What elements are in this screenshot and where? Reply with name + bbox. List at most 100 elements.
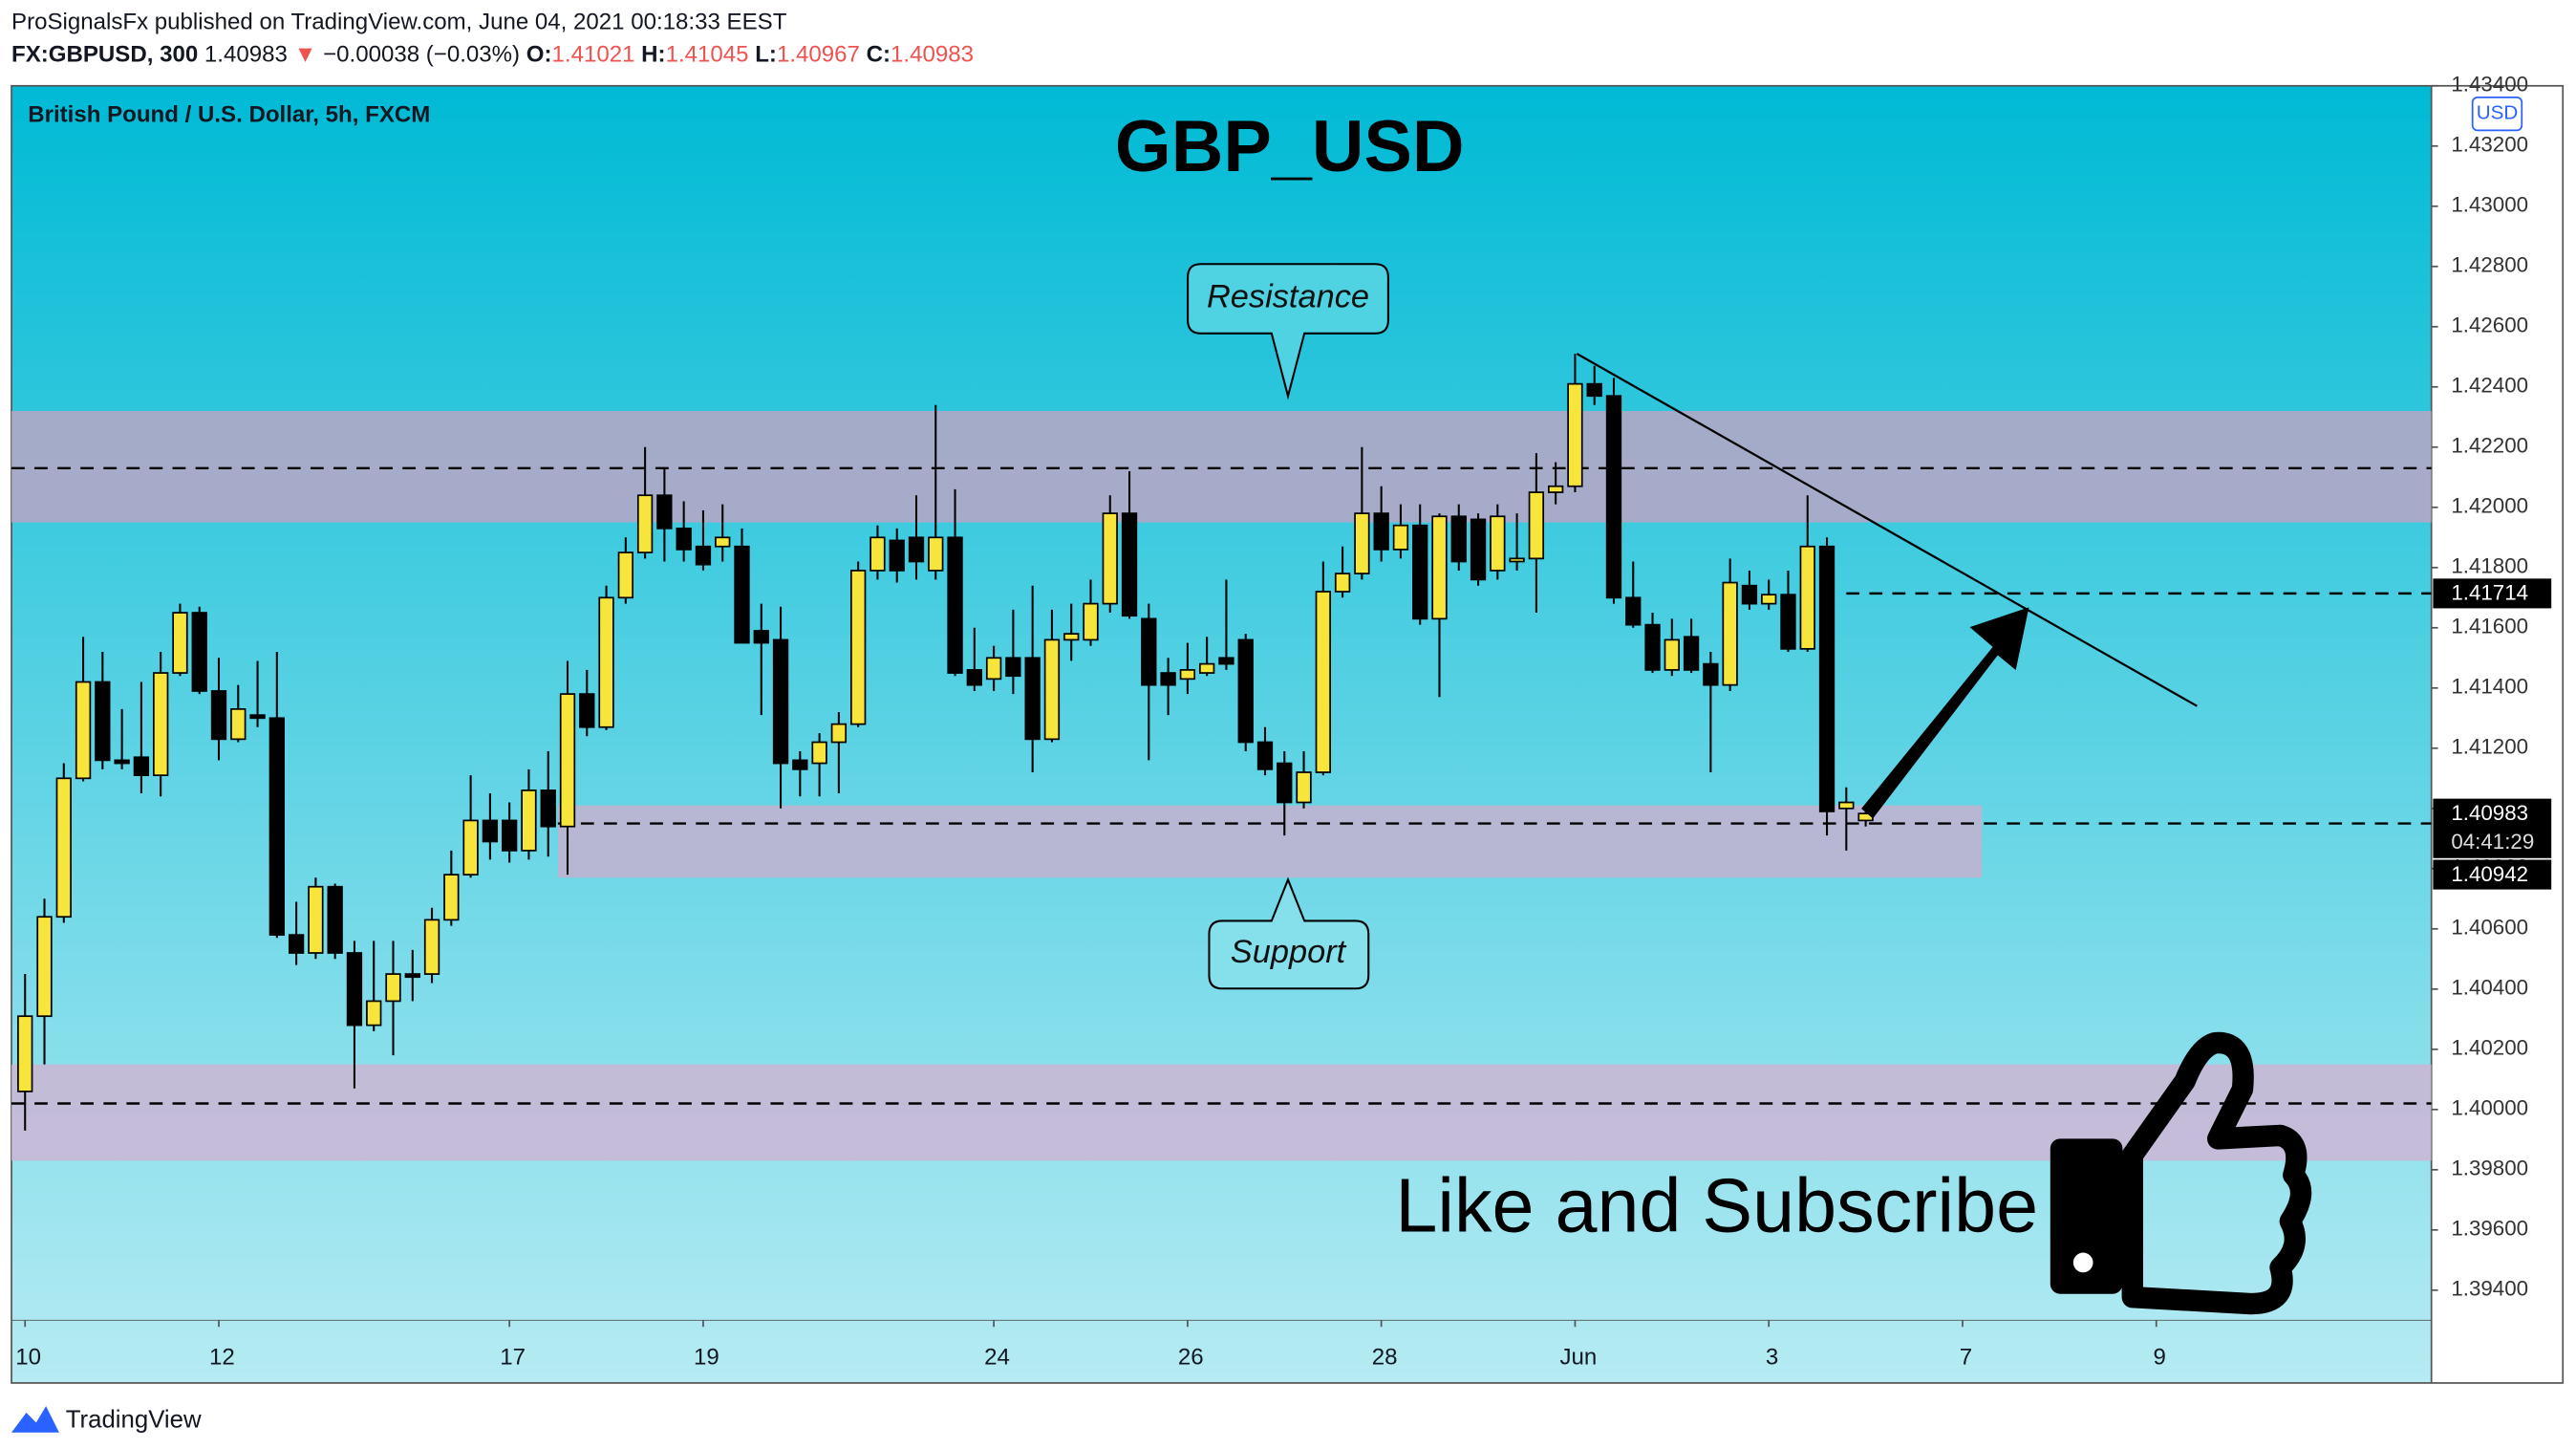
ohlc-line: FX:GBPUSD, 300 1.40983 ▼ −0.00038 (−0.03… bbox=[11, 42, 974, 68]
y-tick-label: 1.42400 bbox=[2451, 374, 2528, 398]
candle-body bbox=[1509, 557, 1525, 563]
candle-body bbox=[889, 539, 905, 572]
candle-body bbox=[1490, 515, 1506, 572]
candle-body bbox=[753, 630, 769, 644]
candle-body bbox=[1160, 672, 1176, 686]
candle-body bbox=[210, 690, 227, 741]
candle-body bbox=[1470, 518, 1487, 581]
y-tick-label: 1.43200 bbox=[2451, 133, 2528, 157]
support-callout bbox=[1208, 876, 1370, 990]
candle-body bbox=[502, 819, 518, 852]
price-label-box bbox=[2433, 798, 2552, 858]
candle-body bbox=[1237, 638, 1254, 744]
candle-body bbox=[327, 885, 343, 954]
cta-text: Like and Subscribe bbox=[1395, 1162, 2038, 1247]
candle-body bbox=[1179, 669, 1196, 681]
y-tick-label: 1.42200 bbox=[2451, 434, 2528, 458]
plot bbox=[11, 353, 2432, 1161]
candle-body bbox=[1644, 623, 1661, 671]
x-tick-label: 26 bbox=[1178, 1344, 1204, 1370]
candle-body bbox=[521, 789, 537, 852]
candle-body bbox=[1703, 662, 1719, 686]
tradingview-brand: TradingView bbox=[66, 1406, 202, 1433]
candle-body bbox=[1838, 801, 1855, 810]
candle-body bbox=[908, 536, 925, 563]
chart-title: GBP_USD bbox=[1115, 106, 1465, 187]
low-value: 1.40967 bbox=[777, 42, 860, 68]
price-label-box bbox=[2433, 859, 2552, 890]
open-label: O: bbox=[526, 42, 552, 68]
candle-body bbox=[423, 919, 440, 975]
candle-body bbox=[1277, 762, 1293, 804]
x-tick-label: 3 bbox=[1766, 1344, 1778, 1370]
open-value: 1.41021 bbox=[552, 42, 635, 68]
change-arrow: ▼ bbox=[294, 42, 317, 68]
y-tick-label: 1.42000 bbox=[2451, 494, 2528, 518]
candle-body bbox=[1043, 638, 1061, 741]
candle-body bbox=[1315, 591, 1331, 773]
candle-body bbox=[133, 756, 150, 777]
y-tick-label: 1.40200 bbox=[2451, 1036, 2528, 1060]
candle-body bbox=[1664, 638, 1680, 671]
candle-body bbox=[288, 934, 305, 954]
axes: 1.39400 1.39600 1.39800 1.40000 1.40200 1.404… bbox=[15, 73, 2552, 1370]
candle-body bbox=[1412, 524, 1428, 620]
candle-body bbox=[1605, 395, 1622, 599]
candle-body bbox=[1354, 512, 1370, 574]
y-tick-label: 1.40000 bbox=[2451, 1096, 2528, 1120]
candle-body bbox=[966, 669, 982, 686]
high-label: H: bbox=[641, 42, 665, 68]
y-tick-label: 1.40600 bbox=[2451, 916, 2528, 940]
candle-body bbox=[1528, 491, 1545, 560]
tradingview-logo bbox=[11, 1406, 59, 1433]
y-tick-label: 1.39800 bbox=[2451, 1157, 2528, 1180]
candle-body bbox=[772, 638, 789, 765]
candle-body bbox=[36, 916, 53, 1018]
support-label: Support bbox=[1231, 934, 1347, 970]
candle-body bbox=[191, 612, 207, 692]
candle-body bbox=[55, 777, 72, 919]
candle-body bbox=[947, 536, 963, 674]
y-tick-label: 1.39400 bbox=[2451, 1277, 2528, 1301]
y-tick-label: 1.41200 bbox=[2451, 735, 2528, 759]
candle-body bbox=[346, 952, 363, 1027]
candle-body bbox=[1741, 584, 1758, 605]
candle-body bbox=[598, 596, 614, 728]
candle-body bbox=[579, 693, 595, 728]
y-tick-label: 1.41800 bbox=[2451, 554, 2528, 578]
candle-body bbox=[308, 885, 324, 954]
candle-body bbox=[1121, 512, 1138, 617]
candle-body bbox=[1761, 594, 1777, 605]
symbol: FX:GBPUSD, 300 bbox=[11, 42, 198, 68]
y-tick-label: 1.43400 bbox=[2451, 73, 2528, 97]
candle-body bbox=[792, 759, 808, 770]
candle-body bbox=[1450, 515, 1467, 563]
candle-body bbox=[249, 714, 266, 720]
candle-body bbox=[928, 536, 944, 572]
candle-body bbox=[1256, 741, 1274, 770]
x-tick-label: 28 bbox=[1372, 1344, 1398, 1370]
x-tick-label: 10 bbox=[15, 1344, 41, 1370]
candle-body bbox=[95, 681, 111, 762]
resistance-label: Resistance bbox=[1207, 279, 1369, 315]
currency-label: USD bbox=[2477, 102, 2519, 124]
x-tick-label: 19 bbox=[694, 1344, 719, 1370]
candle-body bbox=[1218, 657, 1234, 665]
x-tick-label: Jun bbox=[1559, 1344, 1597, 1370]
price-label: 1.40942 bbox=[2451, 862, 2528, 886]
candle-body bbox=[462, 819, 479, 876]
candle-body bbox=[676, 527, 692, 551]
chart-subtitle: British Pound / U.S. Dollar, 5h, FXCM bbox=[28, 101, 430, 127]
x-tick-label: 12 bbox=[209, 1344, 235, 1370]
candle-body bbox=[617, 551, 633, 599]
price-zone bbox=[557, 805, 1983, 878]
low-label: L: bbox=[755, 42, 777, 68]
y-tick-label: 1.39600 bbox=[2451, 1217, 2528, 1241]
candle-body bbox=[482, 819, 499, 843]
currency-badge bbox=[2471, 97, 2523, 132]
candle-body bbox=[1547, 485, 1564, 493]
countdown-label: 04:41:29 bbox=[2451, 830, 2534, 854]
candle-body bbox=[734, 545, 750, 644]
